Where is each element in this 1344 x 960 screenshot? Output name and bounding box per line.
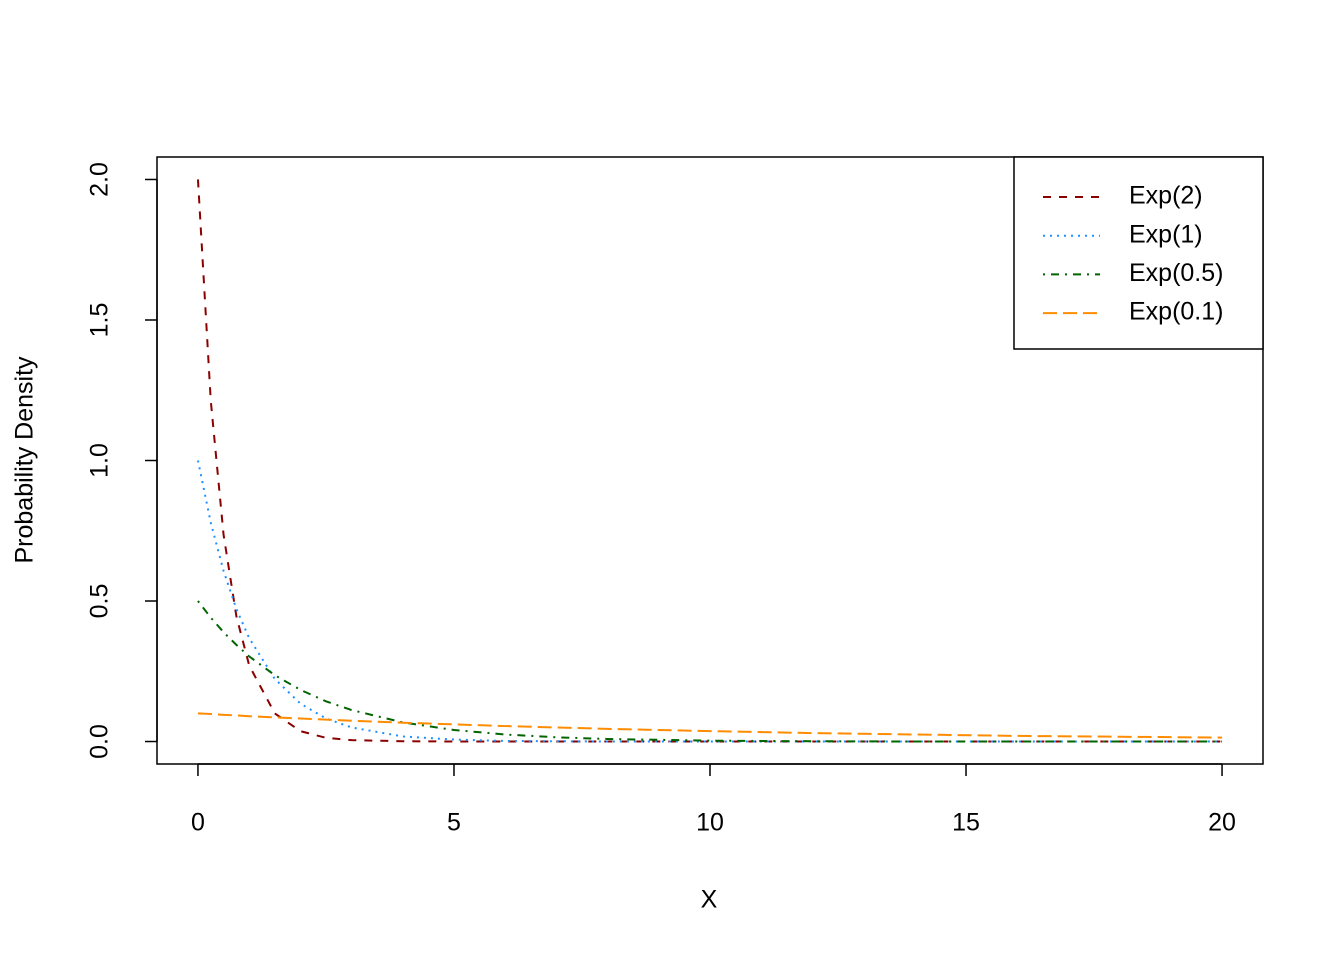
legend-label: Exp(0.5)	[1129, 259, 1223, 287]
x-tick-label: 20	[1208, 809, 1236, 837]
y-tick-label: 1.0	[86, 443, 114, 478]
y-tick-label: 2.0	[86, 162, 114, 197]
x-tick-label: 5	[447, 809, 461, 837]
legend-label: Exp(0.1)	[1129, 298, 1223, 326]
x-tick-label: 15	[952, 809, 980, 837]
y-tick-label: 1.5	[86, 303, 114, 338]
legend-box	[1013, 156, 1264, 350]
series-line	[197, 600, 1223, 743]
legend-label: Exp(2)	[1129, 182, 1203, 210]
series-line	[197, 712, 1223, 739]
x-tick-label: 10	[696, 809, 724, 837]
series-line	[196, 460, 1223, 743]
x-tick-label: 0	[191, 809, 205, 837]
y-axis-label: Probability Density	[11, 356, 39, 564]
x-axis-label: X	[701, 886, 718, 914]
y-tick-label: 0.5	[86, 584, 114, 619]
y-tick-label: 0.0	[86, 724, 114, 759]
legend-label: Exp(1)	[1129, 220, 1203, 248]
